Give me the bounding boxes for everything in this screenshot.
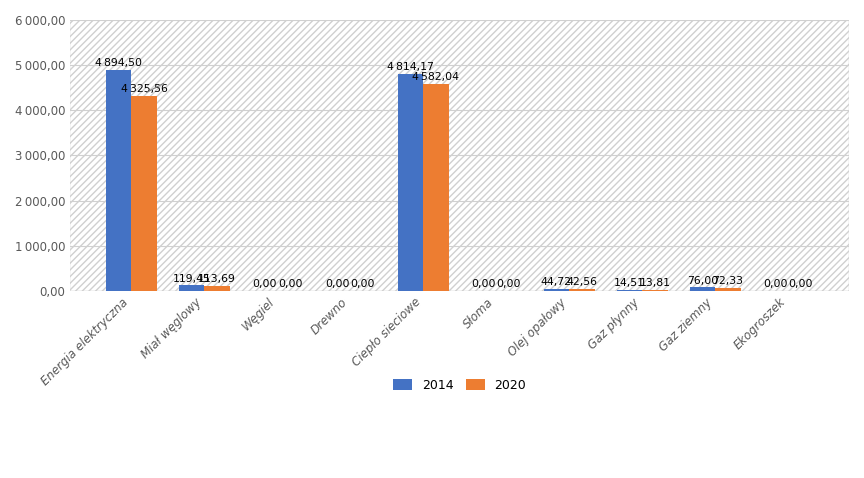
- Text: 4 325,56: 4 325,56: [121, 84, 168, 94]
- Text: 0,00: 0,00: [497, 279, 521, 289]
- Legend: 2014, 2020: 2014, 2020: [387, 373, 532, 398]
- Bar: [70, 20, 849, 291]
- Bar: [179, 285, 204, 291]
- Bar: [569, 289, 594, 291]
- Bar: [131, 96, 157, 291]
- Text: 0,00: 0,00: [252, 279, 276, 289]
- Text: 113,69: 113,69: [198, 274, 236, 284]
- Bar: [642, 290, 668, 291]
- Text: 44,72: 44,72: [541, 277, 572, 287]
- Text: 119,45: 119,45: [173, 273, 211, 283]
- Bar: [543, 289, 569, 291]
- Text: 0,00: 0,00: [351, 279, 375, 289]
- Text: 0,00: 0,00: [471, 279, 496, 289]
- Text: 4 814,17: 4 814,17: [387, 62, 434, 72]
- Text: 4 894,50: 4 894,50: [95, 58, 142, 68]
- Bar: [397, 74, 423, 291]
- Text: 0,00: 0,00: [277, 279, 302, 289]
- Text: 0,00: 0,00: [789, 279, 813, 289]
- Bar: [204, 286, 230, 291]
- Text: 42,56: 42,56: [567, 277, 597, 287]
- Text: 4 582,04: 4 582,04: [412, 72, 460, 82]
- Text: 14,51: 14,51: [613, 278, 645, 288]
- Bar: [689, 287, 715, 291]
- Text: 0,00: 0,00: [763, 279, 788, 289]
- Text: 72,33: 72,33: [712, 276, 743, 286]
- Bar: [105, 70, 131, 291]
- Text: 13,81: 13,81: [639, 278, 670, 288]
- Text: 76,00: 76,00: [687, 275, 718, 285]
- Bar: [617, 290, 642, 291]
- Text: 0,00: 0,00: [325, 279, 350, 289]
- Bar: [715, 287, 740, 291]
- Bar: [423, 84, 448, 291]
